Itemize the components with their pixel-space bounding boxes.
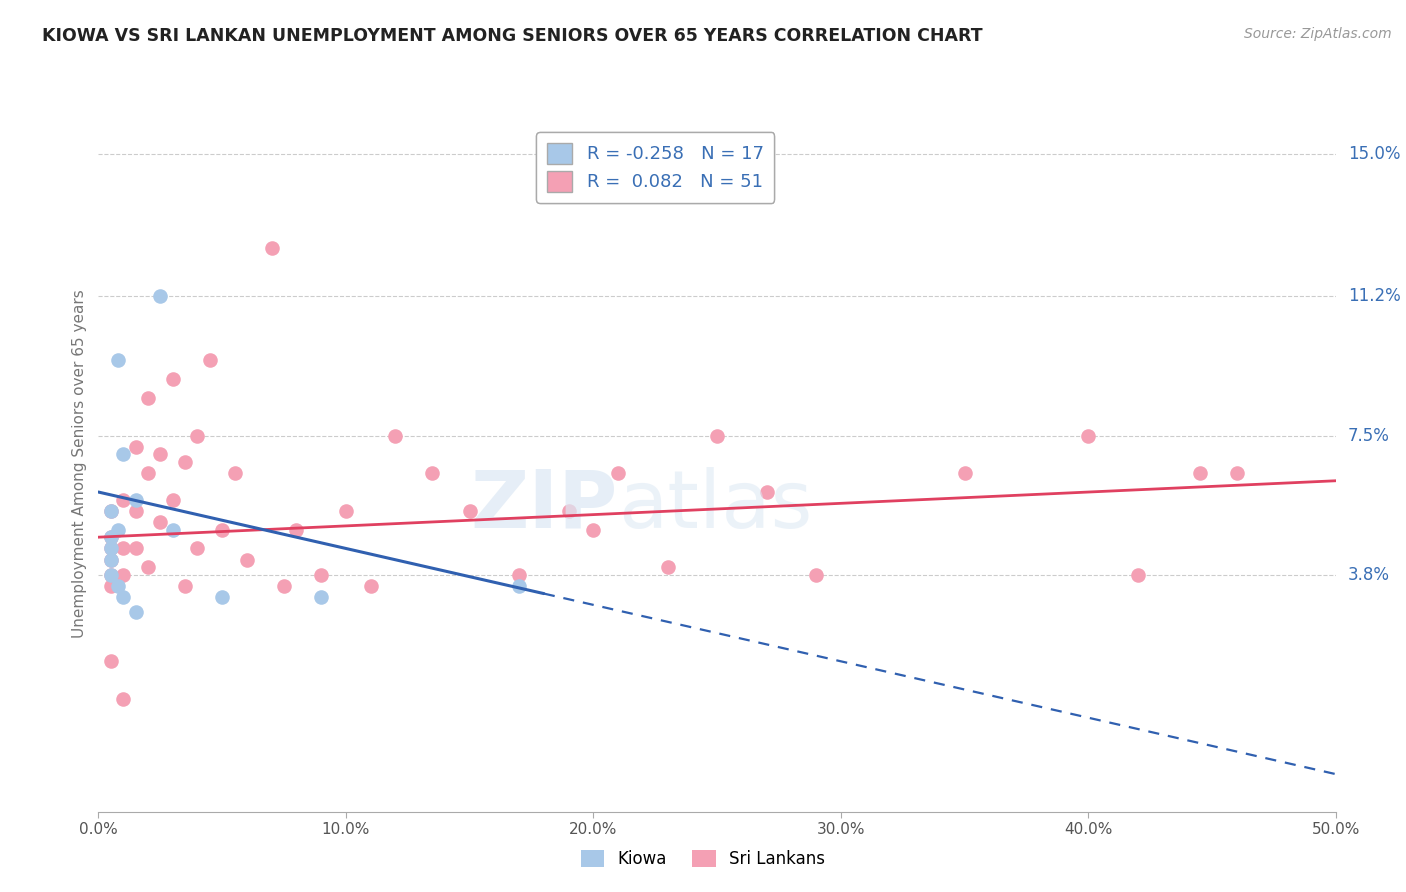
Point	[607, 467, 630, 481]
Point	[149, 289, 172, 303]
Point	[124, 492, 146, 507]
Legend: R = -0.258   N = 17, R =  0.082   N = 51: R = -0.258 N = 17, R = 0.082 N = 51	[536, 132, 775, 202]
Point	[1188, 467, 1211, 481]
Point	[804, 567, 827, 582]
Text: 15.0%: 15.0%	[1348, 145, 1400, 162]
Point	[309, 591, 332, 605]
Y-axis label: Unemployment Among Seniors over 65 years: Unemployment Among Seniors over 65 years	[72, 290, 87, 638]
Point	[100, 504, 122, 518]
Point	[384, 428, 406, 442]
Point	[198, 353, 221, 368]
Point	[458, 504, 481, 518]
Point	[211, 523, 233, 537]
Point	[508, 579, 530, 593]
Text: 11.2%: 11.2%	[1348, 287, 1400, 305]
Text: ZIP: ZIP	[471, 467, 619, 545]
Point	[236, 553, 259, 567]
Point	[124, 504, 146, 518]
Point	[100, 553, 122, 567]
Point	[1126, 567, 1149, 582]
Text: KIOWA VS SRI LANKAN UNEMPLOYMENT AMONG SENIORS OVER 65 YEARS CORRELATION CHART: KIOWA VS SRI LANKAN UNEMPLOYMENT AMONG S…	[42, 27, 983, 45]
Point	[186, 541, 208, 556]
Point	[100, 579, 122, 593]
Point	[582, 523, 605, 537]
Point	[100, 530, 122, 544]
Point	[211, 591, 233, 605]
Point	[162, 523, 184, 537]
Point	[136, 560, 159, 574]
Text: 3.8%: 3.8%	[1348, 566, 1391, 583]
Point	[112, 591, 135, 605]
Point	[174, 579, 197, 593]
Point	[285, 523, 308, 537]
Point	[360, 579, 382, 593]
Point	[100, 567, 122, 582]
Point	[149, 515, 172, 529]
Point	[112, 492, 135, 507]
Point	[309, 567, 332, 582]
Point	[224, 467, 246, 481]
Point	[112, 541, 135, 556]
Point	[112, 692, 135, 706]
Point	[112, 567, 135, 582]
Point	[107, 353, 129, 368]
Point	[100, 567, 122, 582]
Point	[107, 579, 129, 593]
Point	[124, 541, 146, 556]
Point	[174, 455, 197, 469]
Point	[657, 560, 679, 574]
Point	[124, 440, 146, 454]
Point	[335, 504, 357, 518]
Point	[124, 606, 146, 620]
Point	[136, 467, 159, 481]
Point	[112, 447, 135, 461]
Point	[100, 541, 122, 556]
Text: atlas: atlas	[619, 467, 813, 545]
Point	[100, 553, 122, 567]
Point	[149, 447, 172, 461]
Point	[273, 579, 295, 593]
Point	[706, 428, 728, 442]
Legend: Kiowa, Sri Lankans: Kiowa, Sri Lankans	[575, 843, 831, 875]
Point	[422, 467, 444, 481]
Point	[186, 428, 208, 442]
Point	[107, 523, 129, 537]
Point	[100, 504, 122, 518]
Point	[1077, 428, 1099, 442]
Point	[100, 541, 122, 556]
Point	[162, 492, 184, 507]
Text: Source: ZipAtlas.com: Source: ZipAtlas.com	[1244, 27, 1392, 41]
Point	[260, 241, 283, 255]
Point	[557, 504, 579, 518]
Point	[100, 530, 122, 544]
Point	[953, 467, 976, 481]
Point	[136, 391, 159, 405]
Point	[508, 567, 530, 582]
Point	[162, 372, 184, 386]
Point	[755, 485, 778, 500]
Text: 7.5%: 7.5%	[1348, 426, 1391, 444]
Point	[100, 654, 122, 668]
Point	[1226, 467, 1249, 481]
